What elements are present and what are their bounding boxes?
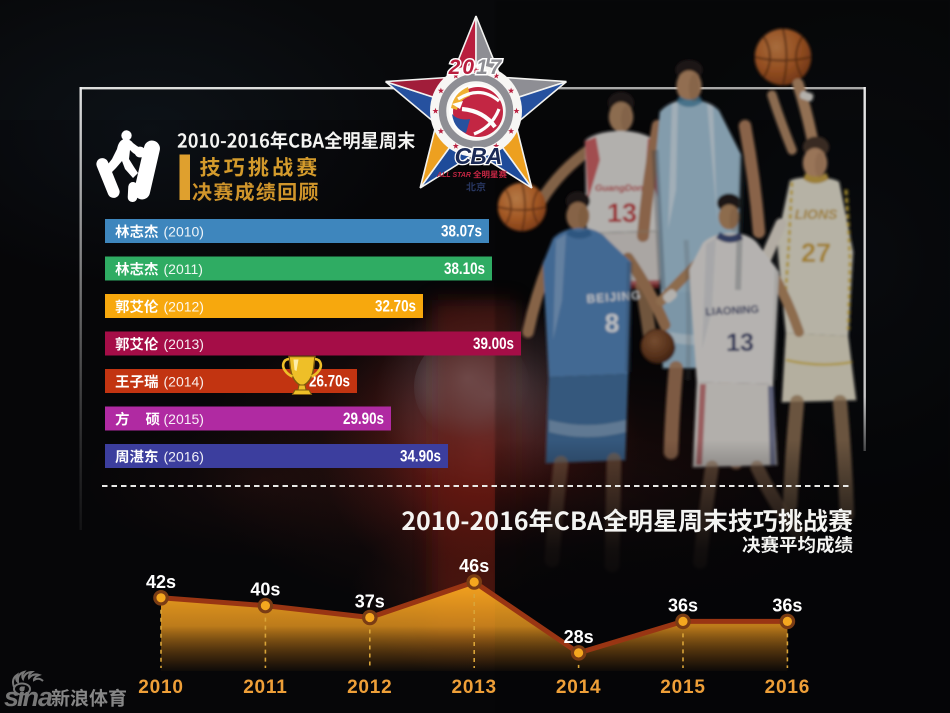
svg-text:36s: 36s <box>668 595 698 615</box>
svg-text:37s: 37s <box>355 592 385 612</box>
svg-text:38.10s: 38.10s <box>444 260 485 278</box>
svg-text:26.70s: 26.70s <box>309 373 350 391</box>
svg-text:2016: 2016 <box>765 677 810 698</box>
svg-text:46s: 46s <box>459 556 489 576</box>
svg-text:(2014): (2014) <box>164 374 204 390</box>
svg-text:39.00s: 39.00s <box>473 335 514 353</box>
svg-text:2010: 2010 <box>138 677 183 698</box>
svg-text:38.07s: 38.07s <box>441 223 482 241</box>
svg-text:2014: 2014 <box>556 677 601 698</box>
svg-text:(2012): (2012) <box>164 299 204 315</box>
svg-text:36s: 36s <box>772 595 802 615</box>
svg-text:29.90s: 29.90s <box>343 410 384 428</box>
svg-text:2015: 2015 <box>660 677 705 698</box>
svg-text:34.90s: 34.90s <box>400 448 441 466</box>
svg-text:2012: 2012 <box>347 677 392 698</box>
svg-text:CBA: CBA <box>455 143 502 169</box>
svg-text:(2015): (2015) <box>164 411 204 427</box>
svg-text:40s: 40s <box>250 580 280 600</box>
svg-text:32.70s: 32.70s <box>375 298 416 316</box>
svg-text:(2010): (2010) <box>164 224 204 240</box>
svg-text:2017: 2017 <box>448 56 504 79</box>
svg-text:ALL STAR: ALL STAR <box>436 172 471 179</box>
svg-text:2013: 2013 <box>451 677 496 698</box>
svg-text:(2016): (2016) <box>164 449 204 465</box>
svg-text:28s: 28s <box>564 627 594 647</box>
svg-text:(2013): (2013) <box>164 336 204 352</box>
svg-text:(2011): (2011) <box>164 261 203 277</box>
svg-text:2011: 2011 <box>243 677 287 698</box>
svg-text:42s: 42s <box>146 572 176 592</box>
